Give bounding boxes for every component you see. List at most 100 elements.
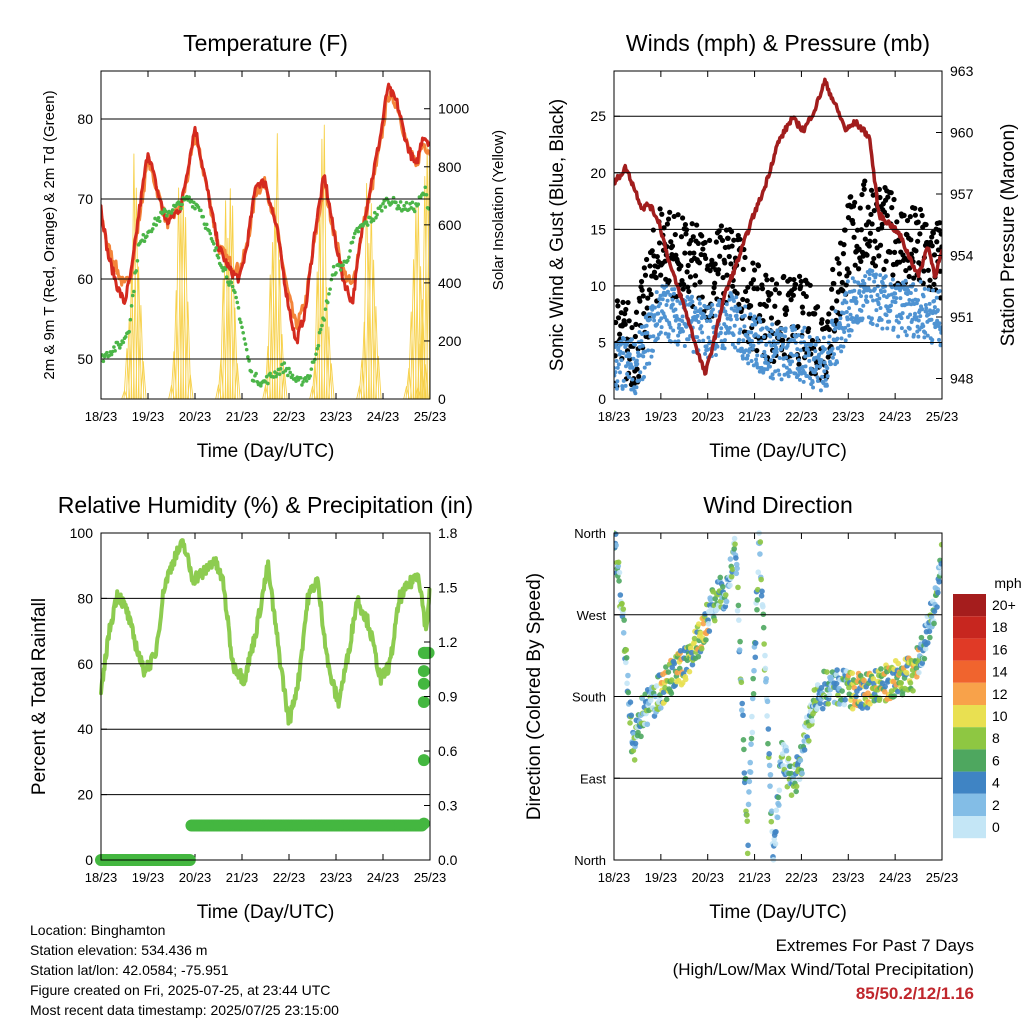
wind-point [814, 364, 819, 369]
wind-point [887, 319, 892, 324]
y-tick-label: 100 [70, 525, 94, 541]
wind-point [697, 301, 702, 306]
y-tick-label: 40 [77, 721, 93, 737]
gust-point [876, 253, 882, 259]
dewpoint-point [105, 350, 109, 355]
wind-point [937, 337, 942, 342]
direction-point [738, 707, 745, 713]
legend-swatch [953, 705, 986, 728]
gust-point [742, 254, 748, 261]
gust-point [673, 252, 679, 258]
gust-point [759, 286, 766, 292]
direction-point [771, 836, 778, 842]
dewpoint-point [207, 228, 211, 233]
direction-point [615, 559, 622, 566]
direction-point [817, 700, 824, 707]
y-axis-label: Direction (Colored By Speed) [524, 573, 545, 820]
wind-point [749, 359, 754, 364]
direction-point [938, 541, 942, 548]
wind-point [641, 354, 646, 359]
wind-point [839, 349, 844, 354]
dewpoint-point [364, 220, 369, 224]
wind-point [797, 377, 802, 382]
gust-point [651, 269, 658, 275]
wind-point [910, 317, 915, 322]
wind-point [755, 353, 760, 358]
gust-point [772, 287, 778, 293]
wind-point [751, 363, 756, 368]
gust-point [859, 191, 865, 198]
gust-point [713, 239, 719, 245]
gust-point [696, 260, 703, 266]
wind-point [760, 354, 765, 359]
wind-point [658, 330, 663, 335]
wind-point [827, 334, 832, 339]
direction-point [741, 770, 748, 776]
direction-point [720, 584, 726, 590]
gust-point [819, 317, 825, 323]
wind-point [680, 319, 685, 324]
wind-point [803, 364, 808, 369]
wind-point [655, 322, 660, 327]
wind-point [619, 358, 624, 363]
y-tick-label: 80 [77, 111, 93, 127]
dewpoint-point [288, 370, 292, 375]
wind-point [867, 276, 872, 281]
gust-point [654, 254, 660, 260]
direction-point [619, 600, 625, 607]
dewpoint-point [423, 185, 428, 190]
gust-point [829, 305, 835, 311]
direction-point [745, 801, 752, 808]
gust-point [653, 275, 659, 281]
wind-point [923, 303, 928, 308]
direction-point [627, 720, 633, 726]
wind-point [650, 348, 655, 353]
dewpoint-point [154, 223, 159, 227]
wind-series [614, 268, 942, 396]
direction-point [723, 598, 730, 605]
gust-point [931, 252, 938, 258]
direction-point [623, 659, 629, 666]
solar-line [184, 301, 192, 399]
direction-point [757, 539, 764, 545]
gust-point [614, 353, 618, 359]
direction-point [614, 542, 619, 549]
gust-point [675, 212, 681, 218]
solar-line [367, 203, 375, 399]
wind-point [658, 301, 663, 306]
wind-point [627, 352, 632, 357]
gust-point [867, 230, 874, 236]
solar-line [182, 216, 189, 399]
solar-line [224, 237, 232, 399]
gust-point [656, 240, 663, 246]
direction-point [761, 641, 767, 647]
wind-point [668, 325, 673, 330]
wind-point [695, 335, 700, 340]
x-tick-label: 21/23 [226, 409, 259, 424]
direction-point [736, 647, 743, 653]
wind-point [727, 325, 732, 330]
legend-swatch [953, 682, 986, 705]
wind-point [737, 330, 742, 335]
dewpoint-point [259, 384, 263, 388]
direction-point [752, 654, 759, 661]
wind-point [916, 318, 921, 323]
direction-point [728, 573, 735, 580]
solar-line [140, 361, 147, 399]
gust-point [678, 263, 684, 269]
wind-point [725, 316, 730, 321]
wind-point [734, 295, 739, 300]
gust-point [833, 317, 839, 323]
wind-point [695, 313, 700, 318]
gust-point [929, 234, 935, 240]
gust-point [639, 287, 645, 293]
wind-point [926, 287, 931, 292]
y2-tick-label: 0.3 [438, 798, 458, 814]
gust-point [867, 238, 873, 244]
wind-point [652, 318, 657, 323]
direction-point [695, 621, 702, 627]
y-axis-label: Sonic Wind & Gust (Blue, Black) [547, 99, 568, 371]
dewpoint-point [313, 357, 317, 362]
wind-point [635, 350, 640, 355]
